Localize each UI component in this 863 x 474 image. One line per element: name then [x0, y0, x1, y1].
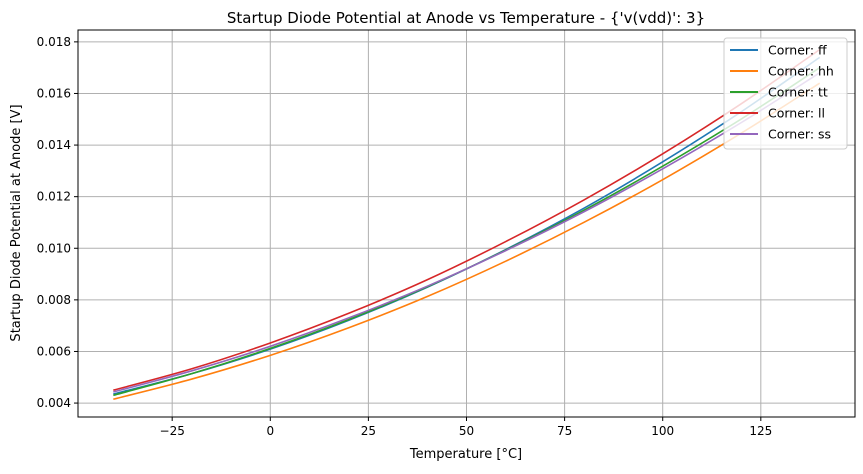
chart-title: Startup Diode Potential at Anode vs Temp… — [227, 9, 705, 27]
x-tick-label: 50 — [459, 424, 474, 438]
legend-label: Corner: ff — [768, 43, 827, 58]
x-tick-label: 100 — [651, 424, 674, 438]
series-line-cornerss — [113, 72, 821, 393]
y-tick-label: 0.008 — [37, 293, 71, 307]
y-tick-label: 0.004 — [37, 396, 71, 410]
series-lines — [113, 48, 821, 400]
legend-label: Corner: hh — [768, 64, 834, 79]
x-axis-label: Temperature [°C] — [409, 447, 522, 462]
y-axis-label: Startup Diode Potential at Anode [V] — [9, 104, 24, 341]
x-tick-label: 0 — [266, 424, 274, 438]
x-tick-label: −25 — [160, 424, 185, 438]
x-tick-label: 75 — [557, 424, 572, 438]
y-tick-label: 0.010 — [37, 241, 71, 255]
series-line-cornerhh — [113, 82, 821, 400]
y-tick-label: 0.014 — [37, 138, 71, 152]
legend: Corner: ff Corner: hh Corner: tt Corner: ll… — [723, 37, 848, 150]
series-line-cornerll — [113, 48, 821, 391]
x-tick-label: 25 — [361, 424, 376, 438]
y-tick-label: 0.018 — [37, 35, 71, 49]
y-tick-label: 0.006 — [37, 344, 71, 358]
ticks: −25 0 25 50 75 100 125 0.004 0.006 0.008 0.010 0.01… — [37, 35, 773, 438]
legend-label: Corner: tt — [768, 85, 828, 100]
y-tick-label: 0.012 — [37, 190, 71, 204]
y-tick-label: 0.016 — [37, 86, 71, 100]
x-tick-label: 125 — [749, 424, 772, 438]
legend-box — [723, 37, 848, 150]
legend-label: Corner: ll — [768, 106, 825, 121]
legend-label: Corner: ss — [768, 127, 831, 142]
